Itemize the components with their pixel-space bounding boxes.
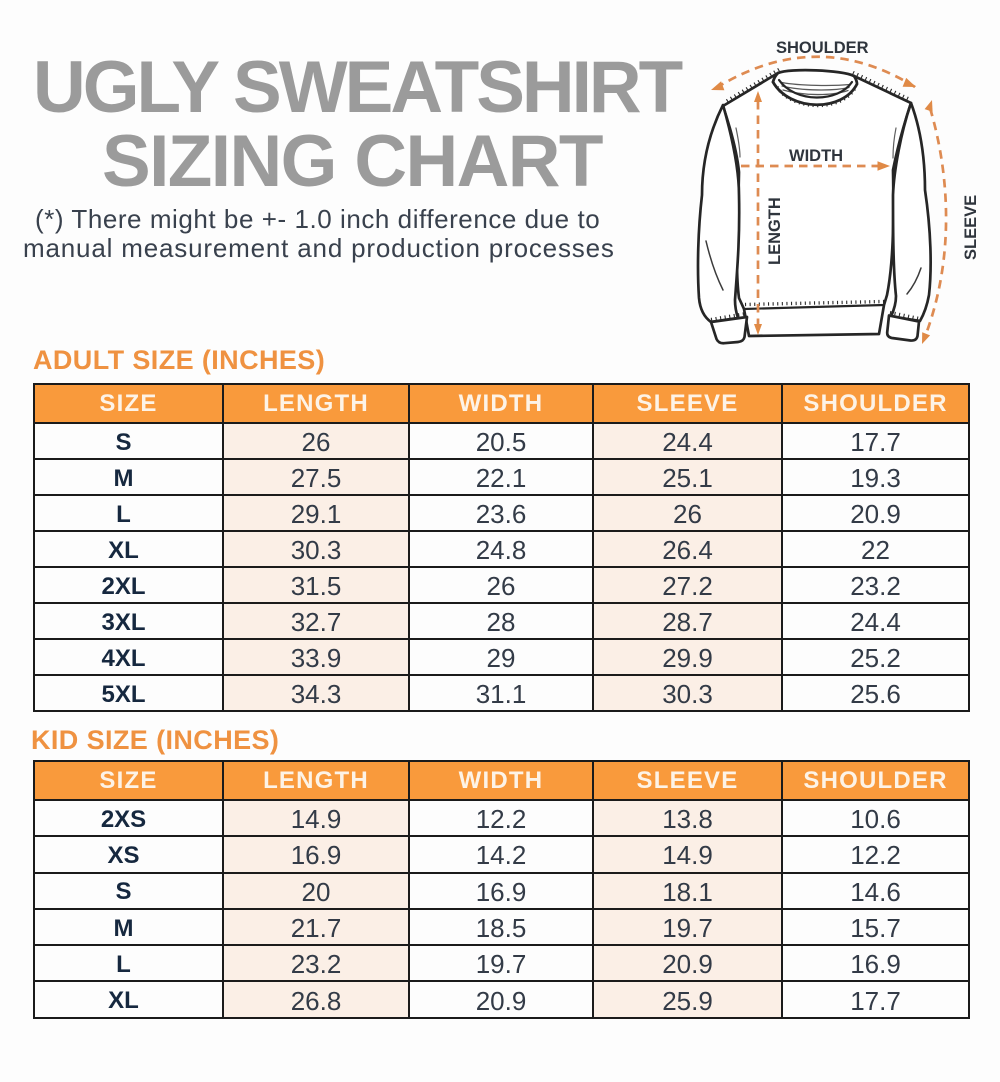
svg-text:LENGTH: LENGTH bbox=[766, 197, 784, 265]
svg-text:SLEEVE: SLEEVE bbox=[962, 195, 980, 260]
svg-text:SHOULDER: SHOULDER bbox=[776, 39, 869, 57]
svg-text:WIDTH: WIDTH bbox=[789, 147, 843, 165]
